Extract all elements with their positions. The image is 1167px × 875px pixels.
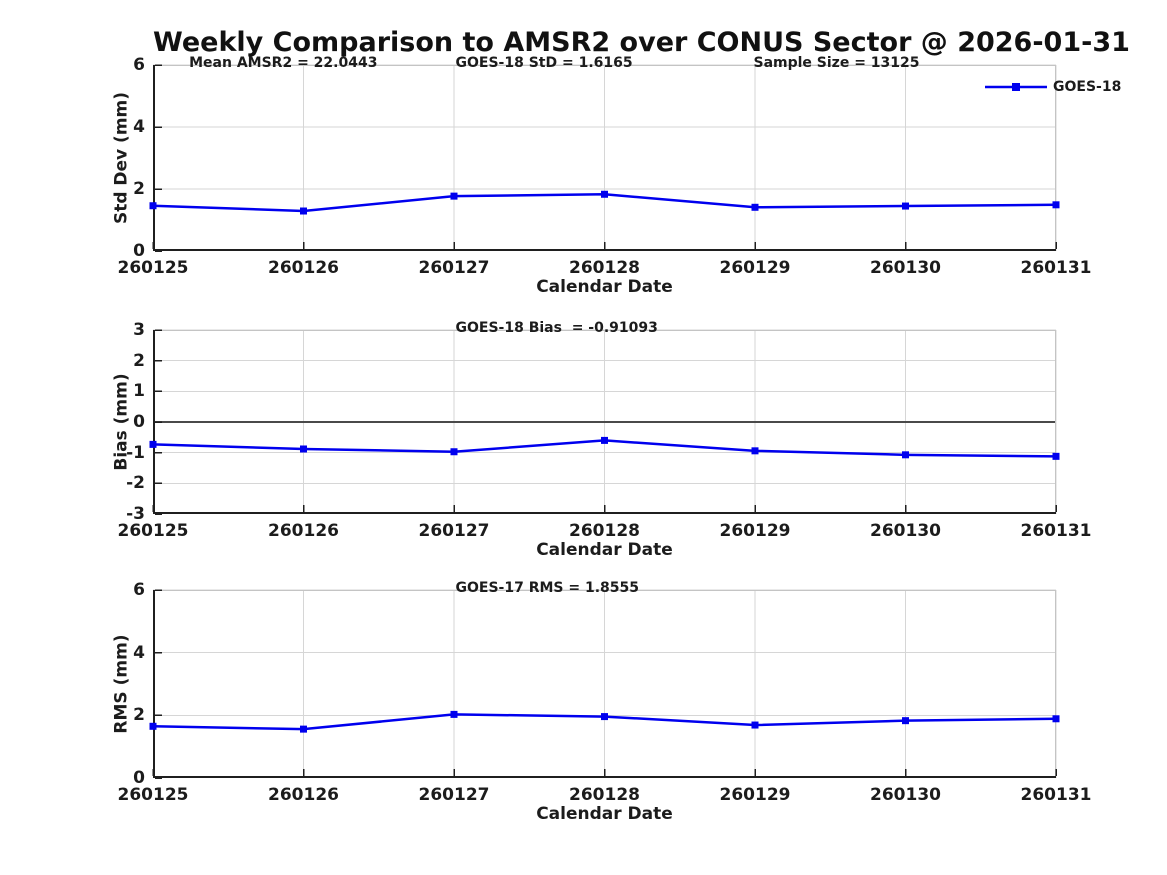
y-tick-label: 4	[133, 642, 145, 663]
y-tick-label: -2	[126, 473, 145, 494]
data-point-marker	[450, 710, 458, 718]
y-axis-label: Std Dev (mm)	[111, 91, 132, 225]
x-tick-label: 260130	[870, 785, 941, 805]
x-tick-label: 260129	[719, 521, 791, 541]
x-tick-label: 260126	[268, 785, 339, 805]
figure-title: Weekly Comparison to AMSR2 over CONUS Se…	[153, 27, 1130, 58]
plot-area-svg	[149, 329, 1060, 515]
x-tick-label: 260129	[719, 258, 791, 278]
data-point-marker	[902, 717, 909, 725]
data-point-marker	[601, 713, 608, 721]
annotation-text: GOES-18 Bias = -0.91093	[455, 320, 658, 336]
x-tick-label: 260127	[418, 785, 490, 805]
x-tick-label: 260129	[719, 785, 791, 805]
y-axis-label: Bias (mm)	[111, 373, 132, 471]
y-tick-label: 2	[133, 350, 145, 371]
data-point-marker	[300, 725, 307, 733]
y-axis-label: RMS (mm)	[111, 634, 132, 734]
y-tick-label: 0	[133, 241, 145, 261]
data-point-marker	[902, 202, 909, 210]
data-point-marker	[1052, 452, 1060, 460]
x-tick-label: 260131	[1020, 258, 1092, 278]
legend-marker	[1012, 83, 1020, 91]
data-point-marker	[601, 436, 608, 444]
y-tick-label: 2	[133, 705, 145, 726]
x-tick-label: 260128	[569, 785, 640, 805]
chart-bias: 260125 260126 260127 260128 260129 260130 2601…	[112, 321, 1092, 559]
x-tick-label: 260125	[117, 785, 189, 805]
x-tick-label: 260131	[1020, 785, 1092, 805]
x-tick-label: 260126	[268, 521, 339, 541]
chart-std-dev: 260125 260126 260127 260128 260129 260130 2601…	[112, 56, 1122, 296]
data-point-marker	[149, 202, 157, 210]
legend-label: GOES-18	[1053, 79, 1122, 95]
annotation-text: Sample Size = 13125	[753, 55, 920, 71]
annotation-text: GOES-17 RMS = 1.8555	[455, 580, 640, 596]
x-tick-label: 260128	[569, 521, 640, 541]
x-tick-label: 260130	[870, 521, 941, 541]
data-point-marker	[149, 722, 157, 730]
x-tick-label: 260131	[1020, 521, 1092, 541]
y-tick-label: 0	[133, 412, 145, 432]
y-tick-label: -3	[126, 504, 145, 524]
legend: GOES-18	[985, 79, 1121, 95]
y-tick-label: 2	[133, 179, 145, 199]
x-tick-label: 260127	[418, 521, 490, 541]
data-point-marker	[751, 447, 759, 455]
x-axis-label: Calendar Date	[536, 804, 673, 824]
data-point-marker	[902, 451, 909, 459]
chart-rms: 260125 260126 260127 260128 260129 260130 2601…	[112, 581, 1092, 823]
y-tick-label: 6	[133, 580, 145, 600]
data-point-marker	[601, 190, 608, 198]
x-tick-label: 260128	[569, 258, 640, 278]
data-point-marker	[751, 721, 759, 729]
y-tick-label: 3	[133, 320, 145, 340]
plot-area-svg	[149, 64, 1060, 252]
x-tick-label: 260125	[117, 258, 189, 278]
data-point-marker	[1052, 201, 1060, 209]
y-tick-label: 1	[133, 381, 145, 402]
data-point-marker	[300, 207, 307, 215]
data-point-marker	[751, 203, 759, 211]
x-tick-label: 260125	[117, 521, 189, 541]
data-point-marker	[450, 448, 458, 456]
x-tick-label: 260127	[418, 258, 490, 278]
y-tick-label: -1	[126, 442, 145, 463]
x-axis-label: Calendar Date	[536, 540, 673, 560]
data-point-marker	[1052, 715, 1060, 723]
y-tick-label: 6	[133, 55, 145, 75]
legend-line-sample	[985, 83, 1047, 91]
annotation-text: GOES-18 StD = 1.6165	[455, 55, 633, 71]
x-tick-label: 260130	[870, 258, 941, 278]
data-point-marker	[149, 440, 157, 448]
x-tick-label: 260126	[268, 258, 339, 278]
annotation-text: Mean AMSR2 = 22.0443	[189, 55, 378, 71]
x-axis-label: Calendar Date	[536, 277, 673, 297]
plot-area-svg	[149, 589, 1060, 779]
y-tick-label: 4	[133, 117, 145, 137]
data-point-marker	[450, 192, 458, 200]
data-point-marker	[300, 445, 307, 453]
y-tick-label: 0	[133, 768, 145, 788]
